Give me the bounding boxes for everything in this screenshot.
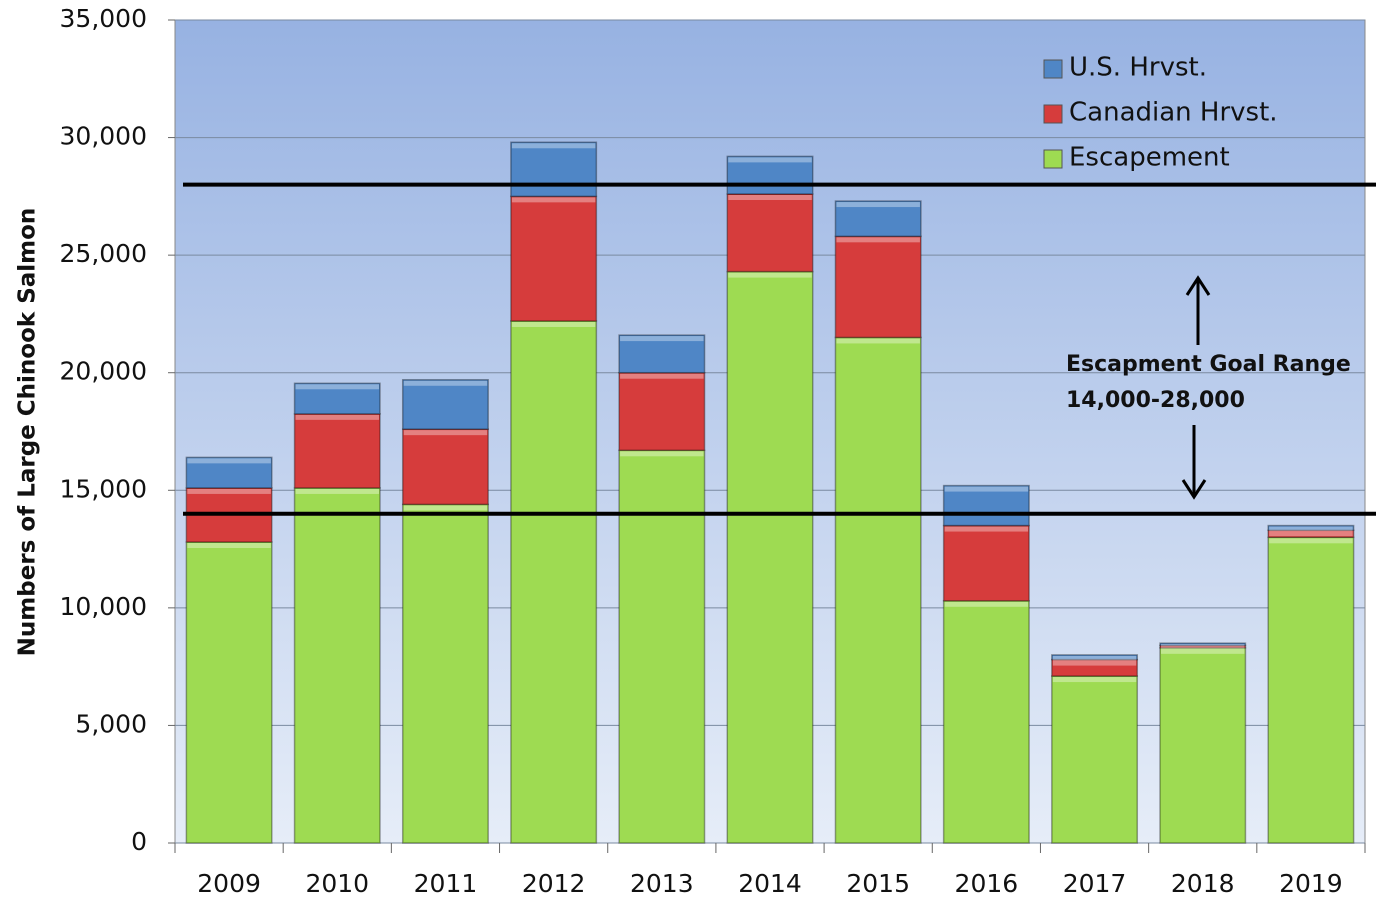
bar-highlight — [187, 488, 271, 494]
bar-highlight — [187, 543, 271, 549]
arrows — [1181, 275, 1211, 500]
bar-highlight — [1269, 526, 1353, 532]
bar-segment — [510, 320, 598, 844]
annotation: 14,000-28,000 — [1066, 388, 1245, 413]
bar-segment — [1267, 536, 1355, 844]
bar-highlight — [1052, 660, 1137, 666]
bar-segment — [834, 336, 922, 844]
y-axis-title: Numbers of Large Chinook Salmon — [15, 208, 41, 657]
bar-segment — [1051, 654, 1139, 661]
bar-highlight — [511, 321, 596, 327]
bar-segment — [185, 456, 273, 489]
legend-swatch — [1043, 149, 1063, 169]
bar-segment — [618, 449, 706, 844]
bar-highlight — [1160, 644, 1245, 647]
bar-segment — [1267, 524, 1355, 532]
bar-segment — [1051, 675, 1139, 844]
bar-highlight — [511, 197, 596, 203]
bar-highlight — [944, 526, 1029, 532]
x-tick-label: 2019 — [1279, 869, 1343, 898]
y-tick-label: 0 — [131, 827, 147, 856]
bar-highlight — [728, 195, 812, 201]
bar-segment — [726, 155, 814, 195]
bar-segment — [618, 371, 706, 452]
bar-highlight — [836, 237, 920, 243]
y-tick-label: 10,000 — [60, 592, 147, 621]
bar-segment — [1159, 647, 1247, 844]
bar-segment — [401, 428, 489, 506]
bar-highlight — [1160, 646, 1245, 649]
bar-highlight — [1160, 648, 1245, 654]
x-tick-label: 2013 — [630, 869, 694, 898]
bar-highlight — [1052, 655, 1137, 661]
legend-label: Canadian Hrvst. — [1069, 98, 1278, 128]
annotation: Escapment Goal Range — [1066, 352, 1351, 377]
x-tick-label: 2018 — [1171, 869, 1235, 898]
legend-swatch — [1043, 104, 1063, 124]
bar-segment — [942, 524, 1030, 602]
bar-segment — [1159, 642, 1247, 647]
bar-highlight — [295, 488, 380, 494]
bar-highlight — [836, 202, 920, 208]
bar-segment — [834, 200, 922, 238]
bar-segment — [293, 382, 381, 415]
bar-highlight — [403, 380, 488, 386]
bar-segment — [726, 270, 814, 844]
bar-highlight — [944, 601, 1029, 607]
bar-highlight — [403, 430, 488, 436]
bar-segment — [510, 141, 598, 198]
bar-highlight — [511, 143, 596, 149]
bar-segment — [185, 541, 273, 844]
bar-highlight — [187, 458, 271, 464]
x-tick-label: 2016 — [955, 869, 1019, 898]
y-tick-label: 35,000 — [60, 4, 147, 33]
y-tick-label: 20,000 — [60, 357, 147, 386]
x-tick-label: 2015 — [846, 869, 910, 898]
bar-segment — [942, 600, 1030, 844]
legend-label: U.S. Hrvst. — [1069, 53, 1207, 83]
y-tick-label: 25,000 — [60, 239, 147, 268]
x-tick-label: 2014 — [738, 869, 802, 898]
bar-segment — [942, 484, 1030, 527]
bar-segment — [293, 487, 381, 844]
bar-highlight — [403, 505, 488, 511]
bar-segment — [401, 379, 489, 430]
x-tick-label: 2009 — [197, 869, 261, 898]
bar-highlight — [944, 486, 1029, 492]
y-tick-label: 15,000 — [60, 474, 147, 503]
bar-highlight — [1052, 677, 1137, 683]
bar-highlight — [836, 338, 920, 344]
legend-label: Escapement — [1069, 143, 1230, 173]
legend-swatch — [1043, 59, 1063, 79]
x-tick-label: 2011 — [414, 869, 478, 898]
bar-highlight — [620, 336, 704, 342]
bar-highlight — [728, 157, 812, 163]
bar-segment — [293, 413, 381, 489]
bar-segment — [834, 235, 922, 339]
x-tick-label: 2010 — [305, 869, 369, 898]
bar-segment — [726, 193, 814, 273]
bar-highlight — [1269, 538, 1353, 544]
y-tick-label: 5,000 — [75, 709, 147, 738]
bar-highlight — [295, 384, 380, 390]
bar-segment — [401, 503, 489, 844]
bar-highlight — [620, 451, 704, 457]
bar-segment — [618, 334, 706, 374]
x-tick-label: 2017 — [1063, 869, 1127, 898]
bar-highlight — [728, 272, 812, 278]
bar-highlight — [1269, 531, 1353, 537]
bar-segment — [510, 195, 598, 322]
x-tick-label: 2012 — [522, 869, 586, 898]
bar-highlight — [620, 373, 704, 379]
bar-highlight — [295, 414, 380, 420]
y-tick-label: 30,000 — [60, 122, 147, 151]
